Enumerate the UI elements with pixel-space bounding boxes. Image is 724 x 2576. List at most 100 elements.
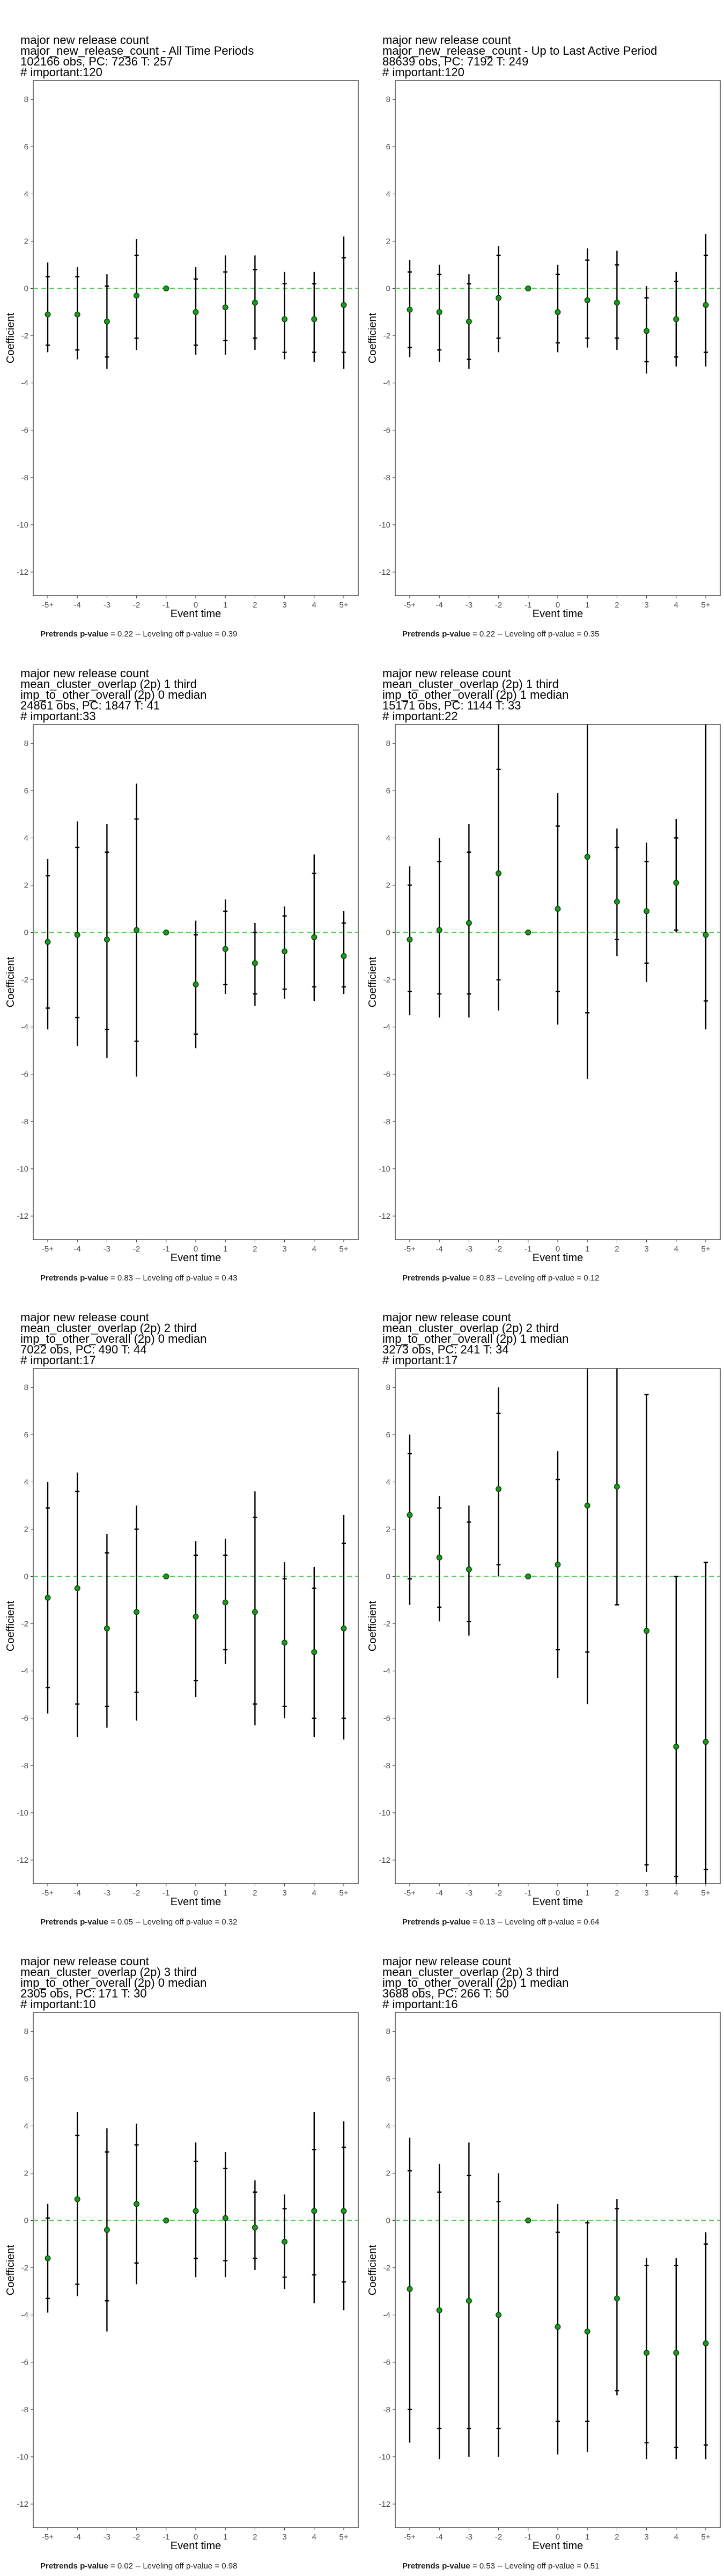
y-axis-label: Coefficient bbox=[367, 1600, 379, 1651]
x-tick-label: -5+ bbox=[404, 1889, 416, 1898]
y-tick-label: -8 bbox=[383, 1761, 390, 1770]
coefficient-point bbox=[436, 2307, 442, 2314]
x-tick-label: 5+ bbox=[701, 1889, 710, 1898]
event-study-panel: major new release count mean_cluster_over… bbox=[0, 1288, 362, 1932]
y-tick-label: -8 bbox=[21, 1117, 28, 1126]
y-tick-label: 8 bbox=[24, 1383, 28, 1392]
y-tick-label: 4 bbox=[386, 833, 390, 843]
x-tick-label: 1 bbox=[223, 1245, 227, 1254]
chart-title-line: # important:10 bbox=[20, 1997, 96, 2011]
chart-title-line: imp_to_other_overall (2p) 0 median bbox=[20, 1976, 206, 1989]
x-tick-label: -4 bbox=[74, 2533, 81, 2542]
y-tick-label: -4 bbox=[21, 379, 28, 388]
x-tick-label: -4 bbox=[74, 1245, 81, 1254]
x-tick-label: -4 bbox=[74, 1889, 81, 1898]
footer-values: = 0.83 -- Leveling off p-value = 0.43 bbox=[108, 1274, 238, 1283]
y-tick-label: 0 bbox=[24, 2216, 28, 2226]
x-tick-label: -1 bbox=[524, 601, 531, 610]
x-tick-label: -3 bbox=[104, 601, 110, 610]
x-axis-label: Event time bbox=[171, 1252, 221, 1264]
y-tick-label: -12 bbox=[379, 1212, 390, 1221]
coefficient-point bbox=[45, 939, 51, 945]
chart-title-line: major new release count bbox=[20, 1311, 149, 1324]
x-tick-label: 2 bbox=[253, 1889, 257, 1898]
y-tick-label: 0 bbox=[386, 1572, 390, 1582]
coefficient-point bbox=[134, 2201, 140, 2207]
coefficient-point bbox=[163, 2218, 169, 2224]
y-tick-label: -8 bbox=[21, 1761, 28, 1770]
pvalue-footer: Pretrends p-value = 0.83 -- Leveling off… bbox=[402, 1274, 599, 1283]
x-tick-label: -5+ bbox=[404, 2533, 416, 2542]
y-tick-label: 4 bbox=[24, 2121, 28, 2131]
coefficient-point bbox=[222, 2215, 228, 2221]
chart-title-line: major new release count bbox=[382, 1311, 511, 1324]
chart-title-line: # important:33 bbox=[20, 709, 96, 723]
coefficient-point bbox=[703, 2340, 709, 2347]
chart-title-line: major new release count bbox=[20, 33, 149, 47]
coefficient-point bbox=[407, 1512, 413, 1518]
coefficient-point bbox=[193, 2208, 199, 2214]
chart-title-line: imp_to_other_overall (2p) 1 median bbox=[382, 688, 568, 701]
y-tick-label: 2 bbox=[24, 2169, 28, 2178]
coefficient-point bbox=[163, 1574, 169, 1580]
x-tick-label: 1 bbox=[585, 1245, 589, 1254]
y-tick-label: -4 bbox=[21, 2311, 28, 2320]
coefficient-point bbox=[282, 948, 288, 955]
coefficient-point bbox=[673, 880, 679, 886]
chart-title-line: imp_to_other_overall (2p) 1 median bbox=[382, 1332, 568, 1345]
pvalue-footer: Pretrends p-value = 0.22 -- Leveling off… bbox=[402, 630, 599, 639]
y-tick-label: -12 bbox=[17, 1856, 28, 1865]
y-tick-label: 0 bbox=[24, 284, 28, 294]
x-tick-label: 4 bbox=[674, 601, 678, 610]
event-study-chart: major new release countmajor_new_release… bbox=[5, 33, 359, 639]
x-tick-label: -4 bbox=[436, 2533, 443, 2542]
x-tick-label: -4 bbox=[436, 1889, 443, 1898]
x-axis-label: Event time bbox=[533, 1252, 583, 1264]
y-tick-label: 6 bbox=[24, 786, 28, 795]
x-tick-label: 3 bbox=[644, 2533, 648, 2542]
x-tick-label: -2 bbox=[495, 1245, 502, 1254]
chart-title-line: major new release count bbox=[382, 667, 511, 680]
coefficient-point bbox=[466, 2297, 472, 2304]
x-tick-label: -5+ bbox=[42, 1245, 54, 1254]
chart-title-line: imp_to_other_overall (2p) 1 median bbox=[382, 1976, 568, 1989]
x-tick-label: 4 bbox=[674, 1245, 678, 1254]
footer-bold-label: Pretrends p-value bbox=[40, 630, 108, 639]
x-tick-label: 3 bbox=[644, 1889, 648, 1898]
chart-title-line: mean_cluster_overlap (2p) 3 third bbox=[20, 1965, 197, 1979]
x-tick-label: 4 bbox=[312, 601, 316, 610]
y-axis-label: Coefficient bbox=[5, 956, 17, 1007]
y-tick-label: 8 bbox=[386, 2027, 390, 2036]
footer-values: = 0.53 -- Leveling off p-value = 0.51 bbox=[470, 2562, 600, 2571]
x-tick-label: 0 bbox=[194, 1245, 198, 1254]
chart-title-line: 2305 obs, PC: 171 T: 30 bbox=[20, 1987, 147, 2000]
y-tick-label: -2 bbox=[383, 976, 390, 985]
y-tick-label: 6 bbox=[386, 786, 390, 795]
coefficient-point bbox=[74, 932, 80, 938]
y-tick-label: -6 bbox=[21, 1070, 28, 1079]
x-tick-label: 2 bbox=[253, 1245, 257, 1254]
x-axis-label: Event time bbox=[533, 1896, 583, 1908]
pvalue-footer: Pretrends p-value = 0.83 -- Leveling off… bbox=[40, 1274, 237, 1283]
y-tick-label: -4 bbox=[21, 1023, 28, 1032]
x-tick-label: 5+ bbox=[339, 2533, 348, 2542]
coefficient-point bbox=[45, 2255, 51, 2262]
y-tick-label: -8 bbox=[383, 2405, 390, 2414]
coefficient-point bbox=[252, 299, 258, 306]
event-study-panel: major new release count mean_cluster_over… bbox=[0, 644, 362, 1288]
y-tick-label: 8 bbox=[24, 739, 28, 748]
chart-title-line: 24861 obs, PC: 1847 T: 41 bbox=[20, 699, 160, 712]
coefficient-point bbox=[311, 2208, 317, 2214]
y-tick-label: -12 bbox=[379, 568, 390, 577]
y-tick-label: 6 bbox=[24, 1430, 28, 1439]
x-tick-label: -1 bbox=[162, 1889, 169, 1898]
x-tick-label: -5+ bbox=[404, 601, 416, 610]
y-tick-label: -6 bbox=[21, 2358, 28, 2367]
x-tick-label: 5+ bbox=[339, 601, 348, 610]
coefficient-point bbox=[555, 1562, 561, 1568]
coefficient-point bbox=[555, 2324, 561, 2330]
coefficient-point bbox=[673, 1744, 679, 1750]
x-tick-label: 0 bbox=[194, 2533, 198, 2542]
x-tick-label: 0 bbox=[556, 1245, 560, 1254]
y-tick-label: -10 bbox=[379, 521, 390, 530]
